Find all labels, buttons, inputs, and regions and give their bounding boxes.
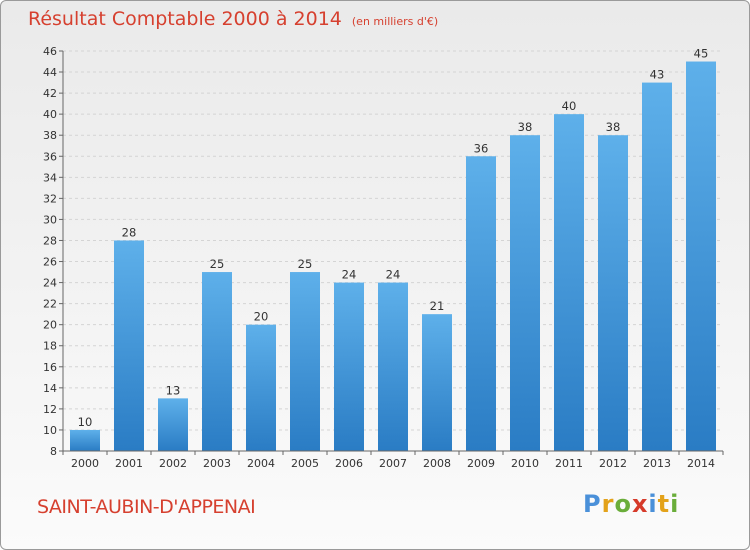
bar-2014: [686, 61, 716, 452]
chart-subtitle: (en milliers d'€): [351, 15, 439, 28]
bar-2013: [642, 82, 672, 451]
logo-letter: r: [601, 490, 615, 518]
bar-value-label: 10: [78, 415, 93, 429]
axes: [59, 50, 724, 455]
bar-value-label: 38: [606, 120, 621, 134]
x-tick-label: 2013: [643, 457, 671, 470]
bar-2000: [70, 429, 100, 451]
bar-value-label: 36: [474, 141, 489, 155]
x-tick-label: 2003: [203, 457, 231, 470]
bar-2008: [422, 314, 452, 451]
x-tick-label: 2014: [687, 457, 715, 470]
y-tick-label: 46: [43, 45, 57, 58]
bar-value-label: 20: [254, 310, 269, 324]
bar-2010: [510, 135, 540, 452]
bar-value-label: 24: [386, 268, 401, 282]
x-tick-label: 2007: [379, 457, 407, 470]
logo-letter: o: [614, 490, 632, 518]
y-tick-label: 22: [43, 298, 57, 311]
bar-2003: [202, 272, 232, 451]
x-tick-label: 2005: [291, 457, 319, 470]
x-tick-label: 2002: [159, 457, 187, 470]
x-tick-label: 2011: [555, 457, 583, 470]
bar-value-label: 28: [122, 225, 137, 239]
y-tick-label: 28: [43, 234, 57, 247]
x-tick-label: 2004: [247, 457, 275, 470]
x-tick-label: 2000: [71, 457, 99, 470]
y-tick-label: 38: [43, 129, 57, 142]
y-tick-label: 24: [43, 277, 57, 290]
y-tick-label: 18: [43, 340, 57, 353]
bar-2007: [378, 282, 408, 451]
y-tick-label: 16: [43, 361, 57, 374]
bar-2005: [290, 272, 320, 451]
bar-value-label: 25: [298, 257, 313, 271]
x-tick-label: 2009: [467, 457, 495, 470]
bar-2002: [158, 398, 188, 451]
x-tick-label: 2012: [599, 457, 627, 470]
proxiti-logo: Proxiti: [583, 490, 679, 518]
bar-2001: [114, 240, 144, 451]
y-tick-label: 12: [43, 403, 57, 416]
commune-name: SAINT-AUBIN-D'APPENAI: [37, 496, 256, 518]
logo-letter: t: [657, 490, 671, 518]
bar-value-label: 43: [650, 68, 665, 82]
y-tick-label: 44: [43, 66, 57, 79]
logo-letter: i: [648, 490, 658, 518]
y-tick-label: 34: [43, 171, 57, 184]
bar-value-label: 24: [342, 268, 357, 282]
y-tick-label: 8: [50, 445, 57, 458]
y-tick-label: 14: [43, 382, 57, 395]
y-tick-label: 26: [43, 256, 57, 269]
bar-value-label: 45: [694, 47, 709, 61]
y-tick-label: 40: [43, 108, 57, 121]
y-tick-label: 20: [43, 319, 57, 332]
x-tick-label: 2001: [115, 457, 143, 470]
bar-2009: [466, 156, 496, 451]
bar-2011: [554, 114, 584, 451]
y-tick-label: 10: [43, 424, 57, 437]
y-tick-label: 30: [43, 213, 57, 226]
y-tick-label: 42: [43, 87, 57, 100]
logo-letter: P: [583, 490, 602, 518]
bar-value-label: 13: [166, 383, 181, 397]
bar-value-label: 21: [430, 299, 445, 313]
y-tick-label: 32: [43, 192, 57, 205]
x-tick-label: 2008: [423, 457, 451, 470]
bar-2012: [598, 135, 628, 452]
bar-2004: [246, 324, 276, 451]
logo-letter: i: [670, 490, 680, 518]
logo-letter: x: [631, 490, 649, 518]
chart-title: Résultat Comptable 2000 à 2014 (en millie…: [28, 8, 438, 30]
x-tick-label: 2006: [335, 457, 363, 470]
x-tick-label: 2010: [511, 457, 539, 470]
chart-title-text: Résultat Comptable 2000 à 2014: [28, 8, 342, 30]
labels: 8 10 12 14 16 18 20 22 24 26 28 30 32 34 36 38 40 42 44 46 1…: [43, 45, 715, 470]
y-tick-label: 36: [43, 150, 57, 163]
bars: [70, 61, 716, 452]
bar-value-label: 40: [562, 99, 577, 113]
bar-value-label: 25: [210, 257, 225, 271]
bar-value-label: 38: [518, 120, 533, 134]
bar-2006: [334, 282, 364, 451]
